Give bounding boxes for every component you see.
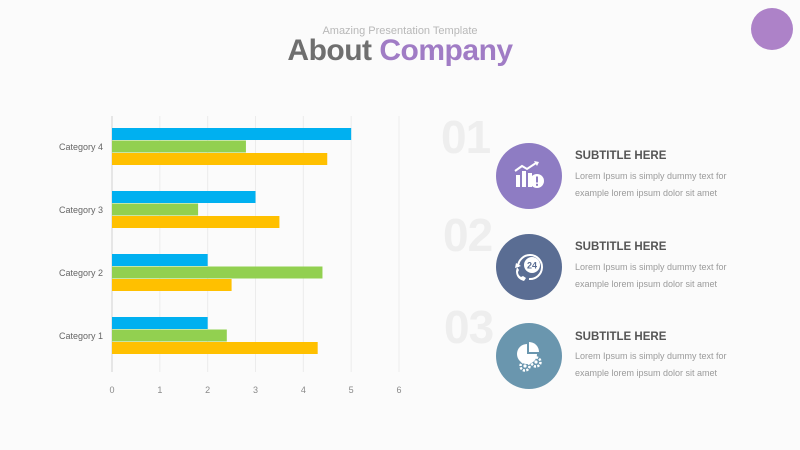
category-label: Category 3 (59, 205, 103, 215)
title-part-2: Company (379, 34, 513, 67)
bar-series-3-category-2 (112, 279, 232, 291)
feature-title-3: SUBTITLE HERE (575, 331, 667, 343)
corner-decor-circle (751, 8, 793, 50)
bar-series-3-category-4 (112, 153, 328, 165)
feature-number-3: 03 (444, 301, 494, 353)
bar-series-2-category-3 (112, 203, 199, 216)
bar-series-1-category-3 (112, 191, 256, 203)
phone-24-icon: 24 (515, 254, 543, 281)
x-tick-label: 3 (253, 385, 258, 395)
feature-text-1: Lorem Ipsum is simply dummy text for exa… (575, 171, 727, 198)
category-label: Category 2 (59, 268, 103, 278)
slide-title: About Company (0, 34, 800, 68)
bar-series-2-category-2 (112, 266, 323, 279)
category-label: Category 1 (59, 331, 103, 341)
feature-text-3: Lorem Ipsum is simply dummy text for exa… (575, 351, 727, 378)
pie-gear-icon (517, 342, 542, 372)
title-part-1: About (287, 34, 372, 67)
x-tick-label: 4 (301, 385, 306, 395)
feature-circle-2: 24 (496, 234, 562, 300)
x-tick-label: 6 (396, 385, 401, 395)
bar-series-1-category-4 (112, 128, 352, 140)
bar-series-3-category-1 (112, 342, 318, 354)
feature-title-2: SUBTITLE HERE (575, 241, 667, 253)
feature-circle-3 (496, 323, 562, 389)
svg-text:24: 24 (527, 261, 537, 271)
feature-number-2: 02 (443, 209, 493, 261)
x-tick-label: 2 (205, 385, 210, 395)
feature-number-1: 01 (441, 111, 491, 163)
x-tick-label: 1 (157, 385, 162, 395)
bar-chart: 0 1 2 3 4 5 6 Category 1 Category 2 Category 3 Cat… (59, 116, 402, 395)
feature-title-1: SUBTITLE HERE (575, 150, 667, 162)
feature-text-2: Lorem Ipsum is simply dummy text for exa… (575, 262, 727, 289)
x-tick-label: 0 (109, 385, 114, 395)
chart-growth-icon (514, 161, 544, 188)
bar-series-3-category-3 (112, 216, 280, 228)
bar-series-2-category-4 (112, 140, 246, 153)
bar-series-2-category-1 (112, 329, 227, 342)
bar-series-1-category-1 (112, 317, 208, 329)
x-tick-label: 5 (349, 385, 354, 395)
feature-circle-1 (496, 143, 562, 209)
slide-kicker: Amazing Presentation Template (322, 25, 478, 37)
bar-series-1-category-2 (112, 254, 208, 266)
category-label: Category 4 (59, 142, 103, 152)
